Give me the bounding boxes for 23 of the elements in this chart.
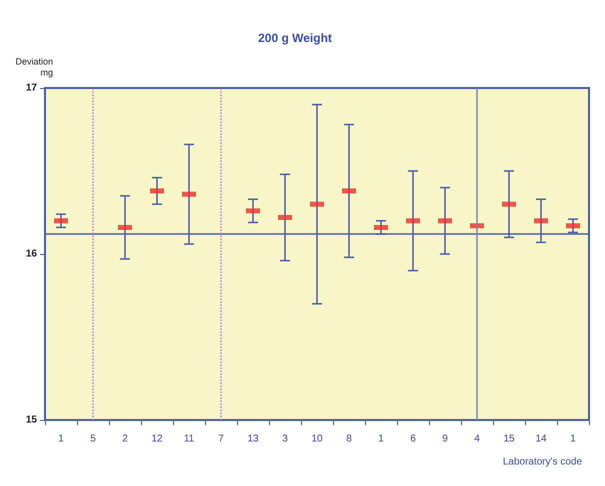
y-axis-title: Deviation mg <box>15 56 53 78</box>
x-tick-label: 15 <box>503 434 515 444</box>
x-tick-label: 1 <box>378 434 384 444</box>
x-tick-label: 9 <box>442 434 448 444</box>
x-tick-label: 6 <box>410 434 416 444</box>
x-tick-label: 1 <box>570 434 576 444</box>
x-tick-label: 13 <box>247 434 259 444</box>
x-tick-label: 12 <box>151 434 163 444</box>
y-tick-label: 16 <box>26 248 38 260</box>
x-tick-label: 7 <box>218 434 224 444</box>
x-tick-label: 2 <box>122 434 128 444</box>
x-tick-label: 8 <box>346 434 352 444</box>
x-tick-label: 11 <box>184 434 195 444</box>
x-tick-label: 5 <box>90 434 96 444</box>
chart-title: 200 g Weight <box>258 31 332 45</box>
x-axis-title: Laboratory's code <box>502 456 582 468</box>
y-tick-label: 17 <box>26 82 38 94</box>
x-tick-label: 1 <box>58 434 64 444</box>
x-tick-label: 10 <box>311 434 323 444</box>
x-tick-label: 4 <box>474 434 480 444</box>
x-tick-label: 14 <box>535 434 547 444</box>
x-tick-label: 3 <box>282 434 288 444</box>
y-tick-label: 15 <box>26 414 38 426</box>
